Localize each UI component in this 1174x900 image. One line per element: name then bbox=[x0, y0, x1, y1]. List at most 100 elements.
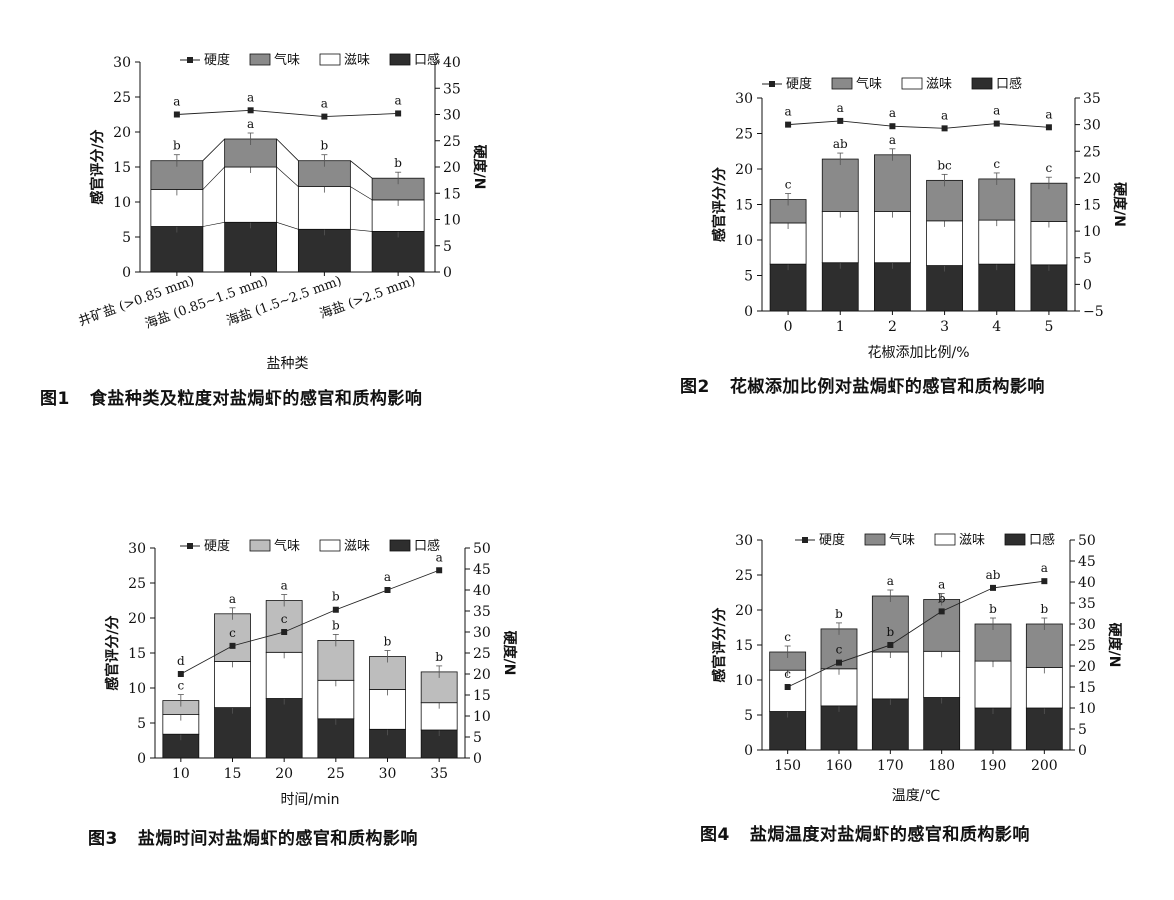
y-tick-label-left: 30 bbox=[735, 91, 753, 107]
hardness-point bbox=[177, 671, 184, 677]
bar-segment-mouthfeel bbox=[317, 718, 355, 759]
bar-segment-taste bbox=[978, 219, 1016, 265]
figure-number: 图3 bbox=[88, 829, 118, 849]
legend-label: 口感 bbox=[1029, 532, 1055, 548]
y-tick-label-left: 0 bbox=[744, 743, 753, 759]
bar-segment-taste bbox=[871, 651, 909, 700]
y-axis-title-left: 感官评分/分 bbox=[711, 607, 728, 682]
bar-segment-mouthfeel bbox=[769, 263, 807, 312]
hardness-significance-letter: a bbox=[889, 106, 896, 120]
y-tick-label-right: 20 bbox=[1078, 659, 1096, 675]
hardness-significance-letter: a bbox=[837, 101, 844, 115]
y-tick-label-right: 35 bbox=[473, 604, 491, 620]
hardness-point bbox=[321, 113, 328, 120]
y-tick-label-right: 40 bbox=[1078, 575, 1096, 591]
y-axis-title-right: 硬度/N bbox=[501, 631, 518, 676]
y-tick-label-right: 10 bbox=[1083, 224, 1101, 240]
hardness-significance-letter: a bbox=[1045, 107, 1052, 121]
x-axis-title: 花椒添加比例/% bbox=[867, 345, 969, 361]
legend-marker-hardness bbox=[802, 537, 808, 543]
y-tick-label-left: 15 bbox=[128, 646, 146, 662]
hardness-point bbox=[887, 642, 894, 648]
hardness-significance-letter: ab bbox=[986, 568, 1001, 582]
bar-segment-smell bbox=[1030, 182, 1068, 222]
y-tick-label-right: 15 bbox=[473, 688, 491, 704]
y-tick-label-right: 5 bbox=[473, 730, 482, 746]
y-tick-label-right: 25 bbox=[1083, 144, 1101, 160]
legend-swatch bbox=[389, 53, 411, 66]
y-tick-label-right: 30 bbox=[473, 625, 491, 641]
bar-segment-mouthfeel bbox=[214, 707, 251, 759]
hardness-point bbox=[332, 606, 339, 613]
hardness-point bbox=[785, 121, 792, 128]
y-tick-label-right: 5 bbox=[443, 239, 452, 255]
hardness-significance-letter: a bbox=[436, 550, 443, 564]
y-tick-label-left: 15 bbox=[735, 198, 753, 214]
hardness-significance-letter: a bbox=[941, 108, 948, 122]
y-axis-title-left: 感官评分/分 bbox=[104, 615, 121, 690]
bar-segment-mouthfeel bbox=[224, 221, 278, 273]
y-tick-label-right: 25 bbox=[443, 134, 461, 150]
figure-caption-1: 图1 食盐种类及粒度对盐焗虾的感官和质构影响 bbox=[40, 384, 422, 409]
y-tick-label-right: 35 bbox=[443, 81, 461, 97]
y-tick-label-left: 25 bbox=[735, 568, 753, 584]
bar-significance-letter: b bbox=[332, 618, 340, 632]
figure-caption-3: 图3 盐焗时间对盐焗虾的感官和质构影响 bbox=[88, 824, 418, 849]
hardness-point bbox=[229, 642, 236, 649]
bar-segment-taste bbox=[974, 660, 1012, 709]
chart-panel-2: 0 5 10 15 20 25 30 −5 0 5 10 15 20 25 30 35 感官评分/分 硬度/N 花椒… bbox=[700, 74, 1140, 374]
legend-label: 气味 bbox=[889, 532, 915, 548]
bar-significance-letter: a bbox=[938, 578, 945, 592]
bar-significance-letter: b bbox=[835, 607, 843, 621]
legend-marker-hardness bbox=[769, 81, 775, 87]
legend-label: 滋味 bbox=[344, 53, 370, 68]
bar-segment-taste bbox=[820, 668, 858, 707]
figure-title: 花椒添加比例对盐焗虾的感官和质构影响 bbox=[729, 377, 1045, 397]
x-tick-label: 0 bbox=[784, 319, 793, 335]
hardness-point bbox=[173, 111, 180, 118]
y-axis-title-left: 感官评分/分 bbox=[89, 129, 106, 204]
y-tick-label-left: 0 bbox=[122, 265, 131, 281]
axes: 0 5 10 15 20 25 30 0 5 10 15 20 25 30 35 40 45 50 感官评分/分 硬度… bbox=[104, 541, 518, 808]
bar-segment-mouthfeel bbox=[974, 707, 1012, 751]
bar-segment-mouthfeel bbox=[150, 226, 204, 273]
x-tick-label: 10 bbox=[172, 766, 190, 782]
y-tick-label-left: 0 bbox=[744, 304, 753, 320]
legend-label: 口感 bbox=[996, 76, 1022, 92]
x-axis-title: 温度/℃ bbox=[892, 788, 940, 804]
hardness-line bbox=[788, 120, 1049, 129]
legend-swatch bbox=[249, 53, 271, 66]
legend-label: 滋味 bbox=[926, 77, 952, 92]
bar-significance-letter: b bbox=[1040, 602, 1048, 616]
x-tick-label: 海盐 (0.85~1.5 mm) bbox=[143, 274, 270, 332]
bar-segment-smell bbox=[926, 179, 963, 222]
legend-label: 气味 bbox=[274, 52, 300, 68]
y-tick-label-right: 20 bbox=[443, 160, 461, 176]
bar-segment-mouthfeel bbox=[265, 698, 303, 759]
hardness-point bbox=[395, 110, 402, 117]
hardness-point bbox=[941, 125, 948, 132]
bar-segment-mouthfeel bbox=[923, 697, 961, 751]
y-tick-label-right: 30 bbox=[443, 108, 461, 124]
bar-segment-taste bbox=[769, 669, 807, 712]
hardness-point bbox=[1045, 124, 1052, 131]
bar-significance-letter: bc bbox=[937, 158, 952, 172]
bar-significance-letter: b bbox=[989, 602, 997, 616]
legend-swatch bbox=[971, 77, 993, 90]
hardness-significance-letter: a bbox=[785, 105, 792, 119]
y-tick-label-left: 5 bbox=[137, 716, 146, 732]
x-axis-title: 时间/min bbox=[280, 792, 339, 808]
y-tick-label-right: 20 bbox=[1083, 171, 1101, 187]
y-tick-label-right: 45 bbox=[1078, 554, 1096, 570]
y-axis-title-right: 硬度/N bbox=[1106, 623, 1123, 668]
bar-significance-letter: a bbox=[889, 133, 896, 147]
legend: 硬度 气味 滋味 口感 bbox=[180, 538, 440, 554]
segment-connector bbox=[276, 222, 299, 230]
y-tick-label-right: 0 bbox=[1078, 743, 1087, 759]
figure-title: 盐焗温度对盐焗虾的感官和质构影响 bbox=[749, 825, 1030, 845]
hardness-line-group: d c c b a a bbox=[177, 550, 443, 677]
x-tick-label: 35 bbox=[430, 766, 448, 782]
